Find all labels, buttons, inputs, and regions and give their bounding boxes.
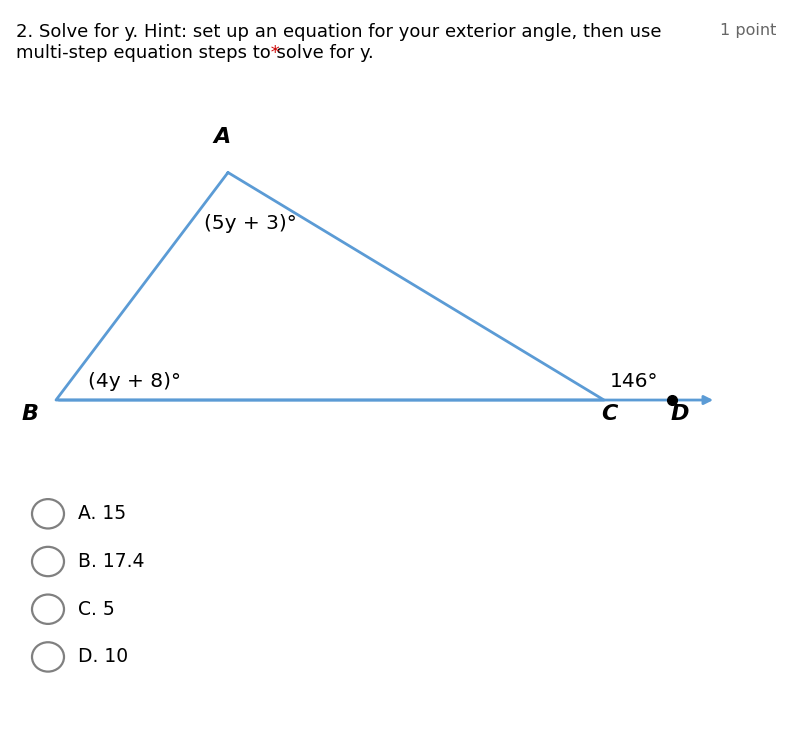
Text: D. 10: D. 10 [78,647,129,666]
Text: multi-step equation steps to solve for y.: multi-step equation steps to solve for y… [16,44,374,62]
Text: B: B [22,404,38,424]
Text: (5y + 3)°: (5y + 3)° [204,214,297,233]
Text: 146°: 146° [610,372,658,391]
Text: C: C [602,404,618,424]
Text: *: * [266,44,280,62]
Text: B. 17.4: B. 17.4 [78,552,145,571]
Text: 2. Solve for y. Hint: set up an equation for your exterior angle, then use: 2. Solve for y. Hint: set up an equation… [16,23,662,42]
Text: (4y + 8)°: (4y + 8)° [88,372,181,391]
Text: A. 15: A. 15 [78,504,126,523]
Text: A: A [214,127,231,147]
Text: D: D [670,404,690,424]
Text: C. 5: C. 5 [78,600,115,619]
Text: 1 point: 1 point [720,23,776,38]
